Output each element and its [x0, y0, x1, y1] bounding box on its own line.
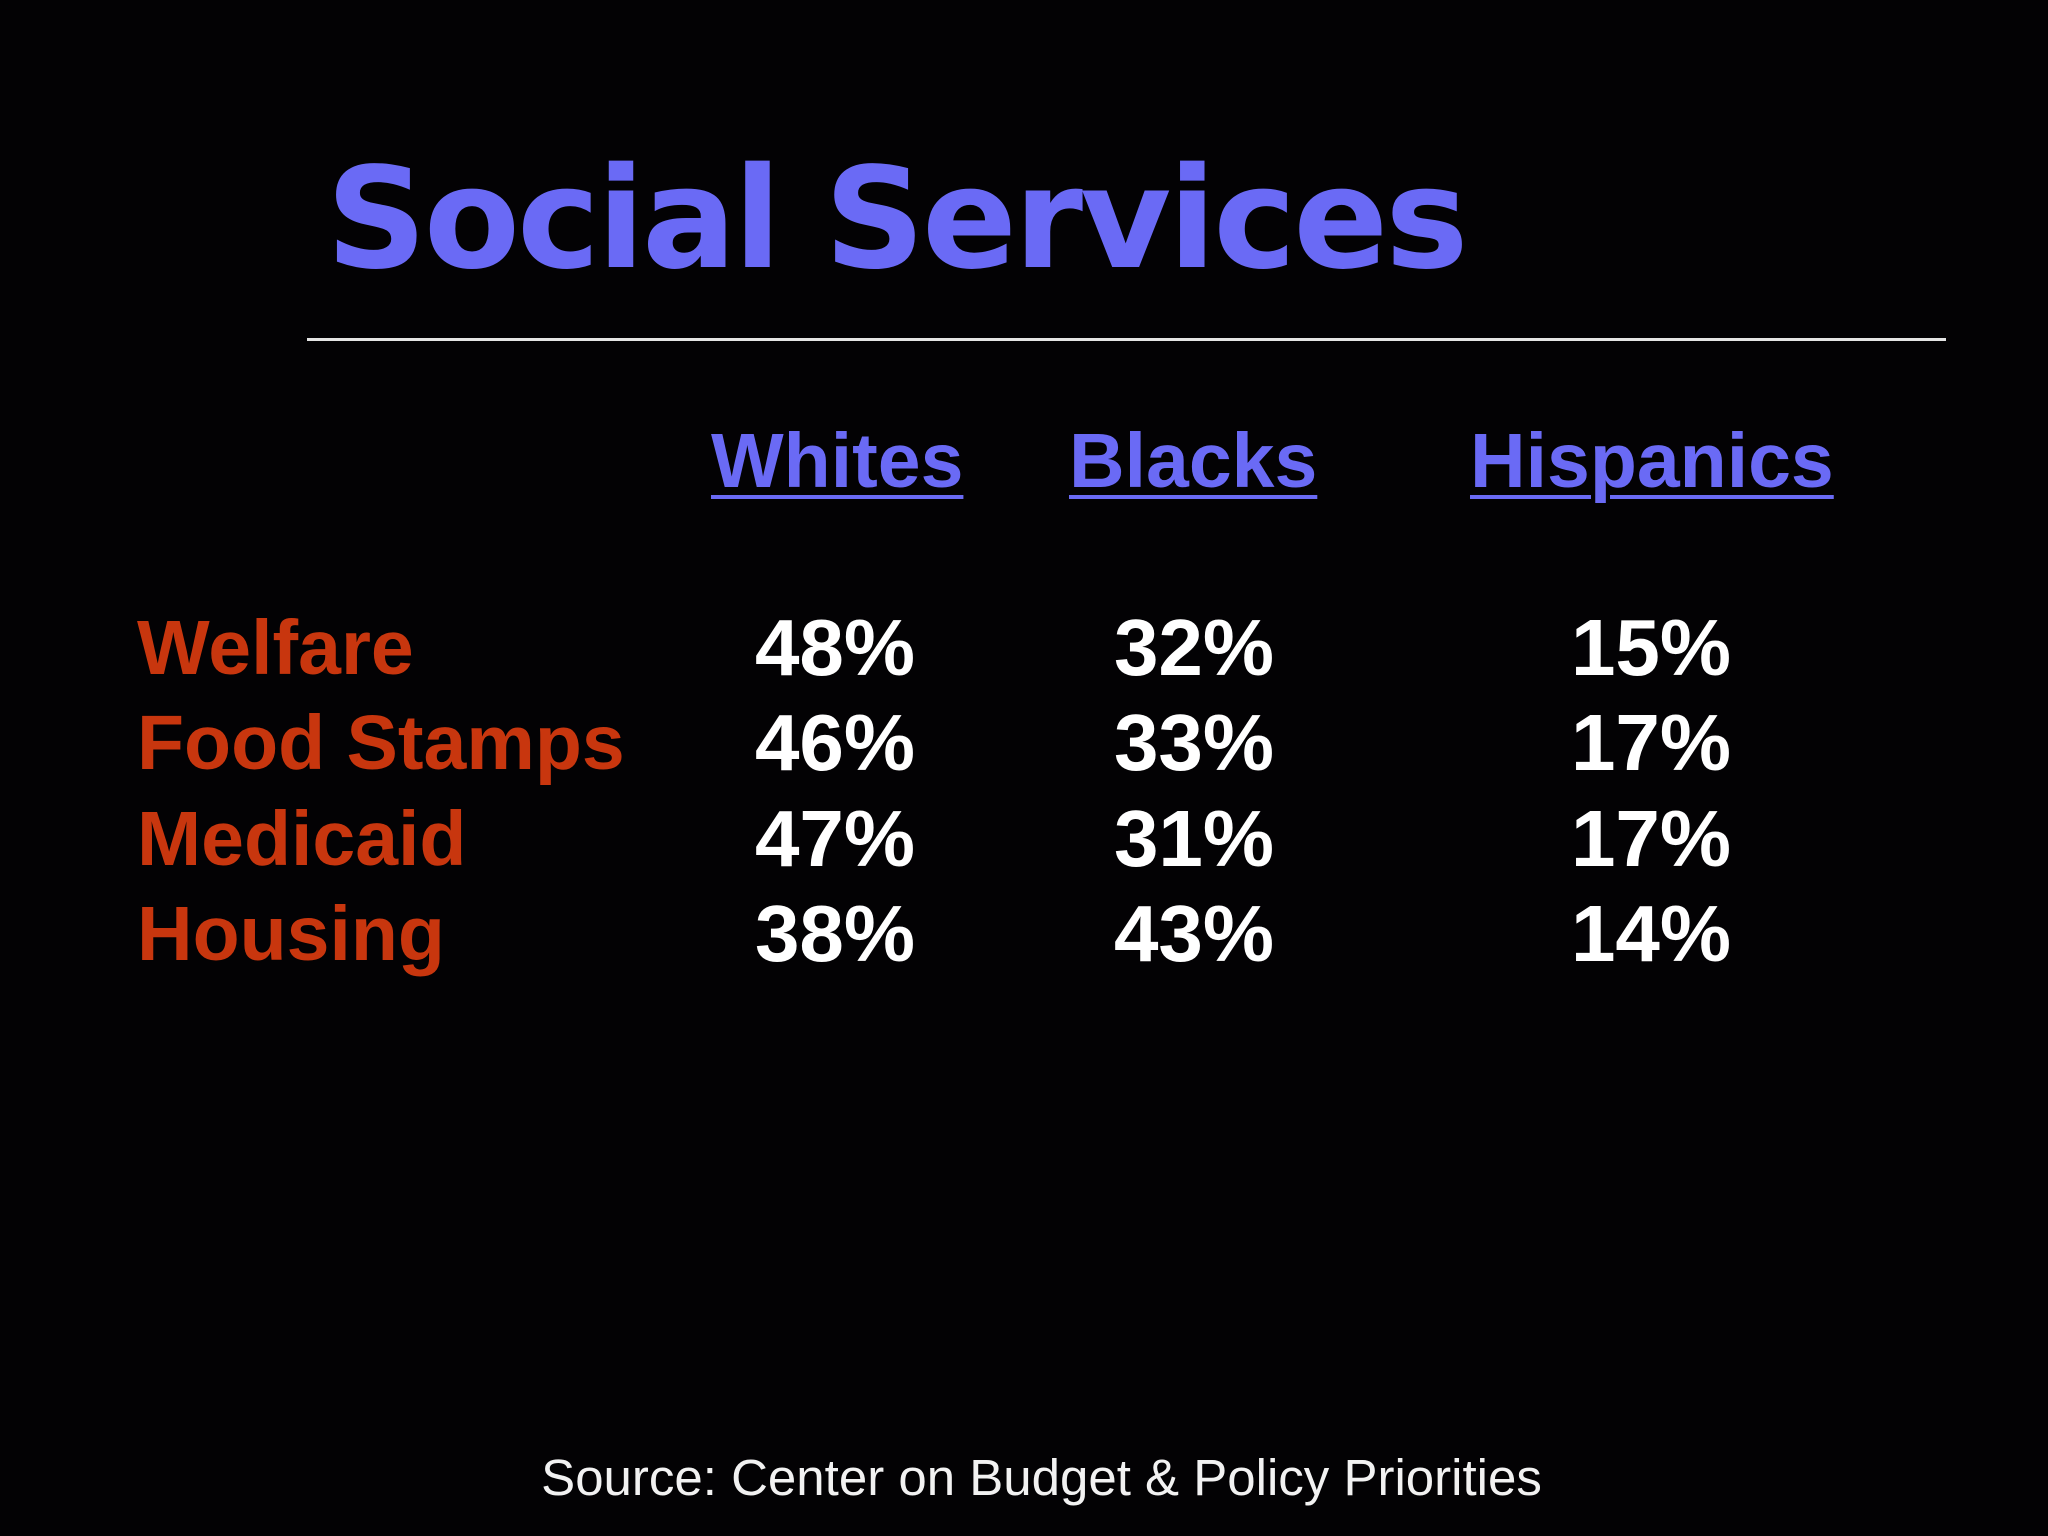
- table-cell: 46%: [754, 698, 916, 787]
- source-citation: Source: Center on Budget & Policy Priori…: [541, 1449, 1542, 1506]
- column-header-blacks[interactable]: Blacks: [1069, 418, 1318, 504]
- row-label-food-stamps: Food Stamps: [137, 700, 625, 786]
- table-cell: 14%: [1570, 889, 1732, 978]
- table-cell: 47%: [754, 794, 916, 883]
- table-cell: 32%: [1113, 603, 1275, 692]
- table-cell: 17%: [1570, 698, 1732, 787]
- slide-title: Social Services: [326, 138, 1469, 301]
- table-cell: 15%: [1570, 603, 1732, 692]
- row-label-medicaid: Medicaid: [137, 796, 467, 882]
- title-divider: [307, 338, 1946, 341]
- column-header-hispanics[interactable]: Hispanics: [1470, 418, 1834, 504]
- table-cell: 17%: [1570, 794, 1732, 883]
- table-cell: 33%: [1113, 698, 1275, 787]
- table-cell: 48%: [754, 603, 916, 692]
- row-label-welfare: Welfare: [137, 605, 414, 691]
- table-cell: 38%: [754, 889, 916, 978]
- table-cell: 43%: [1113, 889, 1275, 978]
- row-label-housing: Housing: [137, 891, 445, 977]
- table-cell: 31%: [1113, 794, 1275, 883]
- column-header-whites[interactable]: Whites: [711, 418, 964, 504]
